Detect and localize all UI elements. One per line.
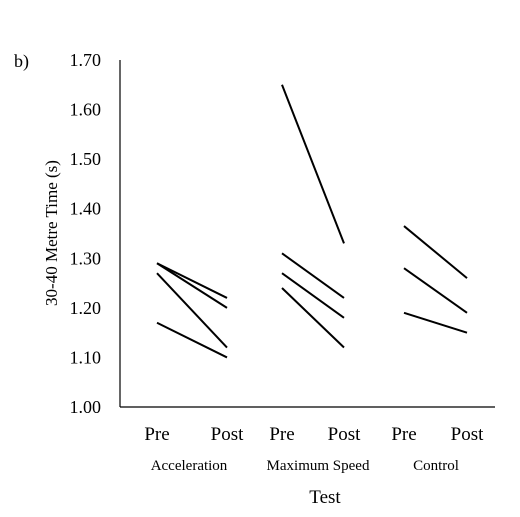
- subject-line: [281, 287, 345, 349]
- y-tick-label: 1.10: [70, 347, 102, 367]
- subject-line: [403, 225, 468, 279]
- y-tick-label: 1.60: [70, 100, 102, 120]
- x-axis-labels: Pre Post Acceleration Pre Post Maximum Speed P…: [144, 424, 484, 474]
- subject-line: [403, 311, 468, 334]
- x-tick-label: Post: [211, 424, 244, 445]
- y-tick-label: 1.30: [70, 248, 102, 268]
- y-tick-label: 1.40: [70, 199, 102, 219]
- x-tick-label: Post: [328, 424, 361, 445]
- panel-label: b): [14, 51, 29, 72]
- x-tick-label: Post: [451, 424, 484, 445]
- y-axis-title: 30-40 Metre Time (s): [42, 160, 61, 306]
- subject-line: [281, 84, 345, 244]
- x-axis-title: Test: [309, 487, 341, 508]
- x-tick-label: Pre: [391, 424, 416, 445]
- subject-line: [156, 321, 228, 359]
- x-tick-label: Pre: [144, 424, 169, 445]
- group-label: Control: [413, 458, 459, 474]
- y-tick-label: 1.50: [70, 149, 102, 169]
- x-tick-label: Pre: [269, 424, 294, 445]
- subject-line: [403, 267, 468, 314]
- group-label: Acceleration: [151, 458, 228, 474]
- plot-lines: [156, 84, 468, 359]
- subject-line: [156, 272, 228, 349]
- subject-line: [281, 252, 345, 299]
- y-tick-label: 1.70: [70, 50, 102, 70]
- y-tick-label: 1.00: [70, 397, 102, 417]
- y-tick-label: 1.20: [70, 298, 102, 318]
- subject-line: [156, 262, 228, 299]
- subject-line: [156, 262, 228, 309]
- group-label: Maximum Speed: [267, 458, 370, 474]
- subject-line: [281, 272, 345, 319]
- y-axis-ticks: 1.00 1.10 1.20 1.30 1.40 1.50 1.60 1.70: [70, 50, 102, 417]
